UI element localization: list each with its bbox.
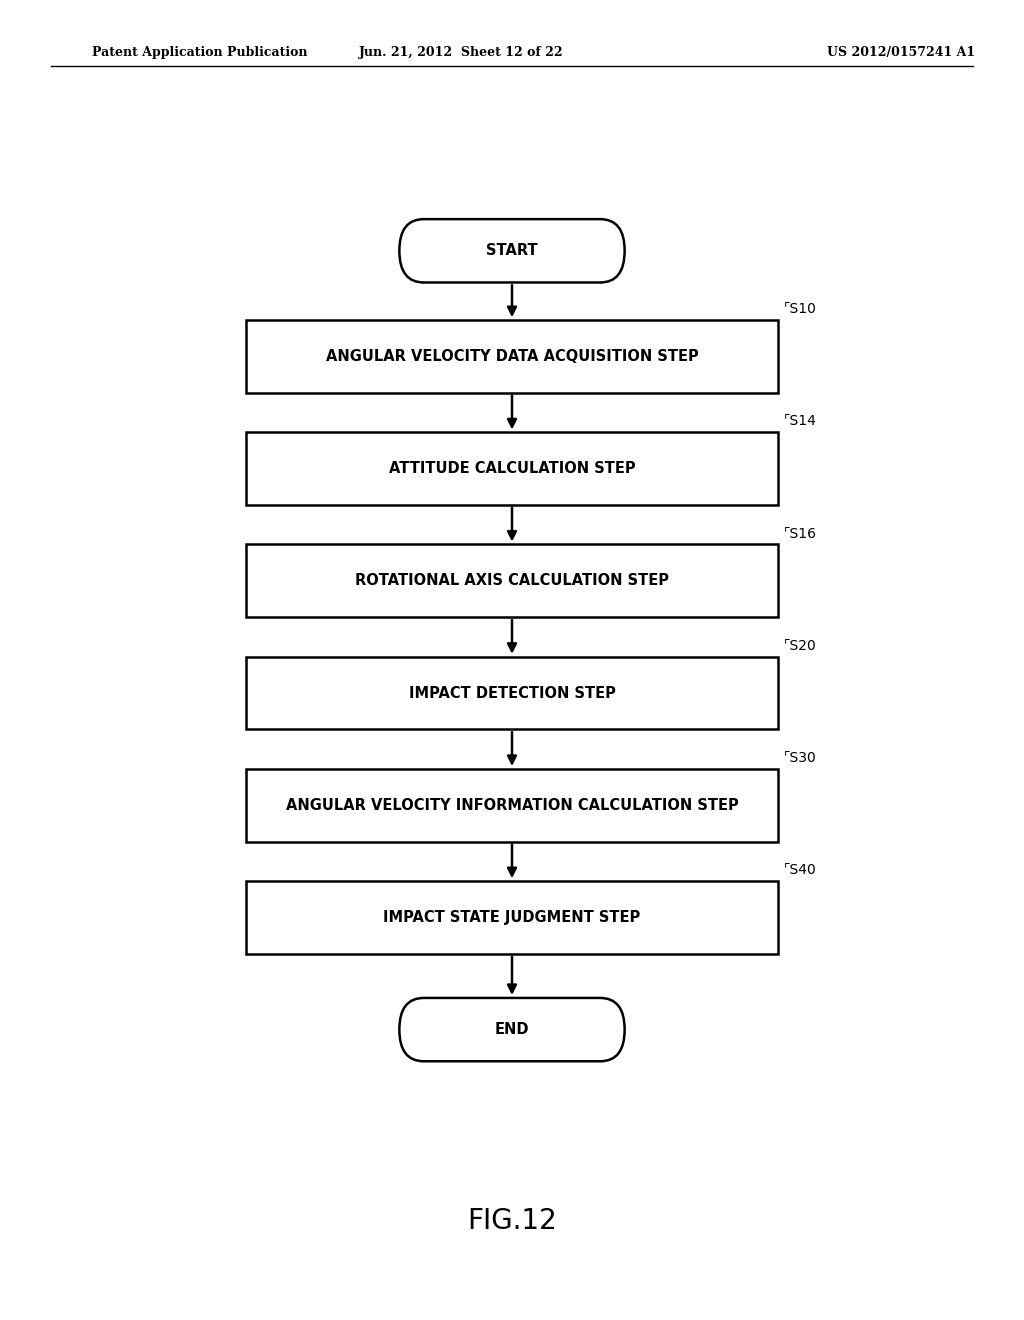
Text: ANGULAR VELOCITY INFORMATION CALCULATION STEP: ANGULAR VELOCITY INFORMATION CALCULATION…	[286, 797, 738, 813]
Text: ⌜S14: ⌜S14	[783, 414, 816, 428]
FancyBboxPatch shape	[399, 998, 625, 1061]
Text: ⌜S10: ⌜S10	[783, 302, 816, 317]
FancyBboxPatch shape	[246, 319, 778, 393]
Text: ⌜S30: ⌜S30	[783, 751, 816, 764]
Text: START: START	[486, 243, 538, 259]
Text: IMPACT DETECTION STEP: IMPACT DETECTION STEP	[409, 685, 615, 701]
Text: US 2012/0157241 A1: US 2012/0157241 A1	[827, 46, 975, 59]
Text: Jun. 21, 2012  Sheet 12 of 22: Jun. 21, 2012 Sheet 12 of 22	[358, 46, 563, 59]
Text: ATTITUDE CALCULATION STEP: ATTITUDE CALCULATION STEP	[389, 461, 635, 477]
Text: END: END	[495, 1022, 529, 1038]
Text: FIG.12: FIG.12	[467, 1206, 557, 1236]
Text: ⌜S20: ⌜S20	[783, 639, 816, 653]
FancyBboxPatch shape	[246, 657, 778, 729]
Text: ⌜S40: ⌜S40	[783, 863, 816, 876]
FancyBboxPatch shape	[246, 544, 778, 616]
FancyBboxPatch shape	[246, 768, 778, 842]
Text: Patent Application Publication: Patent Application Publication	[92, 46, 307, 59]
Text: ⌜S16: ⌜S16	[783, 527, 816, 541]
FancyBboxPatch shape	[399, 219, 625, 282]
FancyBboxPatch shape	[246, 432, 778, 504]
FancyBboxPatch shape	[246, 882, 778, 953]
Text: ROTATIONAL AXIS CALCULATION STEP: ROTATIONAL AXIS CALCULATION STEP	[355, 573, 669, 589]
Text: IMPACT STATE JUDGMENT STEP: IMPACT STATE JUDGMENT STEP	[383, 909, 641, 925]
Text: ANGULAR VELOCITY DATA ACQUISITION STEP: ANGULAR VELOCITY DATA ACQUISITION STEP	[326, 348, 698, 364]
